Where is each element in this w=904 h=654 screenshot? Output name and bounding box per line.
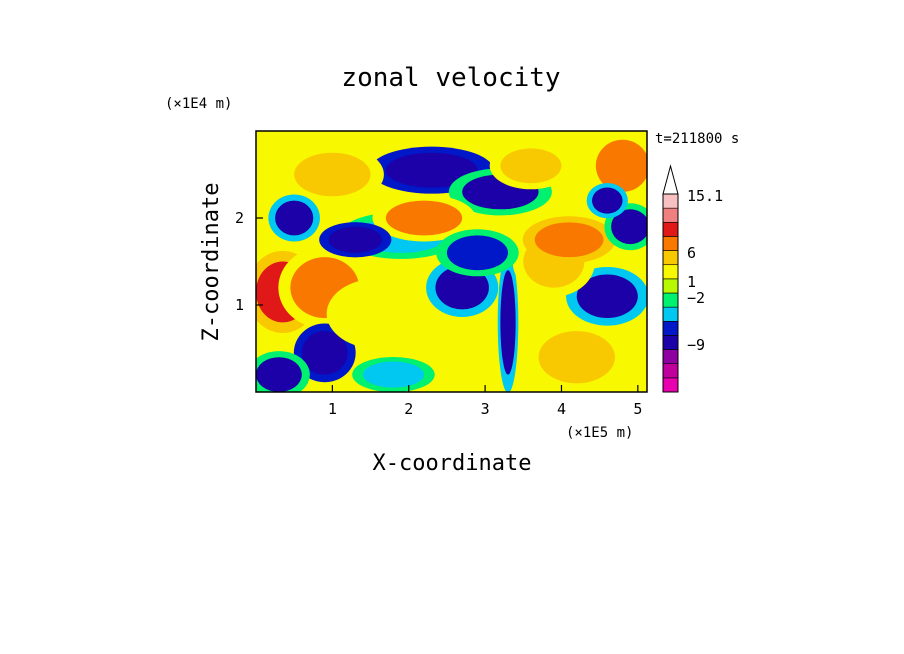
- x-axis: 1 2 3 4 5: [328, 385, 642, 418]
- x-tick-label: 4: [557, 400, 566, 418]
- plot-frame: [255, 130, 648, 393]
- x-axis-label: X-coordinate: [373, 451, 532, 476]
- colorbar-legend: 15.1 6 1−2 −9: [662, 164, 723, 393]
- y-tick-label: 2: [235, 209, 244, 227]
- colorbar-swatch: [662, 278, 679, 294]
- x-tick-label: 3: [481, 400, 490, 418]
- field-contour: [340, 287, 417, 340]
- y-tick-label: 1: [235, 296, 244, 314]
- colorbar-swatch: [662, 292, 679, 308]
- field-contour: [576, 274, 638, 319]
- colorbar-swatch: [662, 193, 679, 209]
- colorbar-extend-arrow: [662, 164, 679, 195]
- colorbar-label: 15.1: [687, 187, 723, 205]
- x-tick-label: 1: [328, 400, 337, 418]
- field-contour: [385, 200, 463, 236]
- field-contour: [385, 152, 478, 188]
- colorbar-swatch: [662, 250, 679, 266]
- field-contour: [301, 331, 348, 375]
- colorbar-swatch: [662, 377, 679, 393]
- field-contour: [611, 209, 647, 245]
- y-scale-note: (×1E4 m): [165, 96, 232, 112]
- field-contour: [362, 361, 425, 388]
- field-contour: [538, 331, 615, 384]
- field-contour: [446, 235, 509, 271]
- field-contour: [275, 200, 314, 236]
- x-tick-label: 2: [404, 400, 413, 418]
- colorbar-frame: [662, 193, 679, 393]
- colorbar-swatch: [662, 335, 679, 350]
- x-tick-label: 5: [633, 400, 642, 418]
- field-contour: [534, 222, 604, 258]
- field-contour: [595, 139, 647, 192]
- colorbar-label: −2: [687, 289, 705, 307]
- chart-title: zonal velocity: [341, 63, 560, 93]
- y-axis: 12: [235, 209, 263, 314]
- colorbar-label: 1: [687, 273, 696, 291]
- x-scale-note: (×1E5 m): [566, 425, 633, 441]
- colorbar-label: −9: [687, 336, 705, 354]
- time-label: t=211800 s: [655, 131, 739, 147]
- field-contour: [500, 270, 516, 375]
- colorbar-swatch: [662, 306, 679, 322]
- colorbar-label: 6: [687, 244, 696, 262]
- field-contour: [328, 226, 383, 253]
- colorbar-swatch: [662, 221, 679, 237]
- field-contour: [592, 187, 623, 214]
- field-contour: [435, 265, 489, 310]
- colorbar-swatch: [662, 363, 679, 379]
- contour-field: [256, 131, 647, 392]
- colorbar-swatch: [662, 264, 679, 280]
- colorbar-swatch: [662, 320, 679, 336]
- field-contour: [294, 152, 371, 197]
- colorbar-swatch: [662, 236, 679, 251]
- y-axis-label: Z-coordinate: [199, 183, 224, 342]
- colorbar-swatch: [662, 349, 679, 365]
- colorbar-swatch: [662, 207, 679, 223]
- field-contour: [256, 357, 302, 392]
- field-contour: [500, 148, 562, 184]
